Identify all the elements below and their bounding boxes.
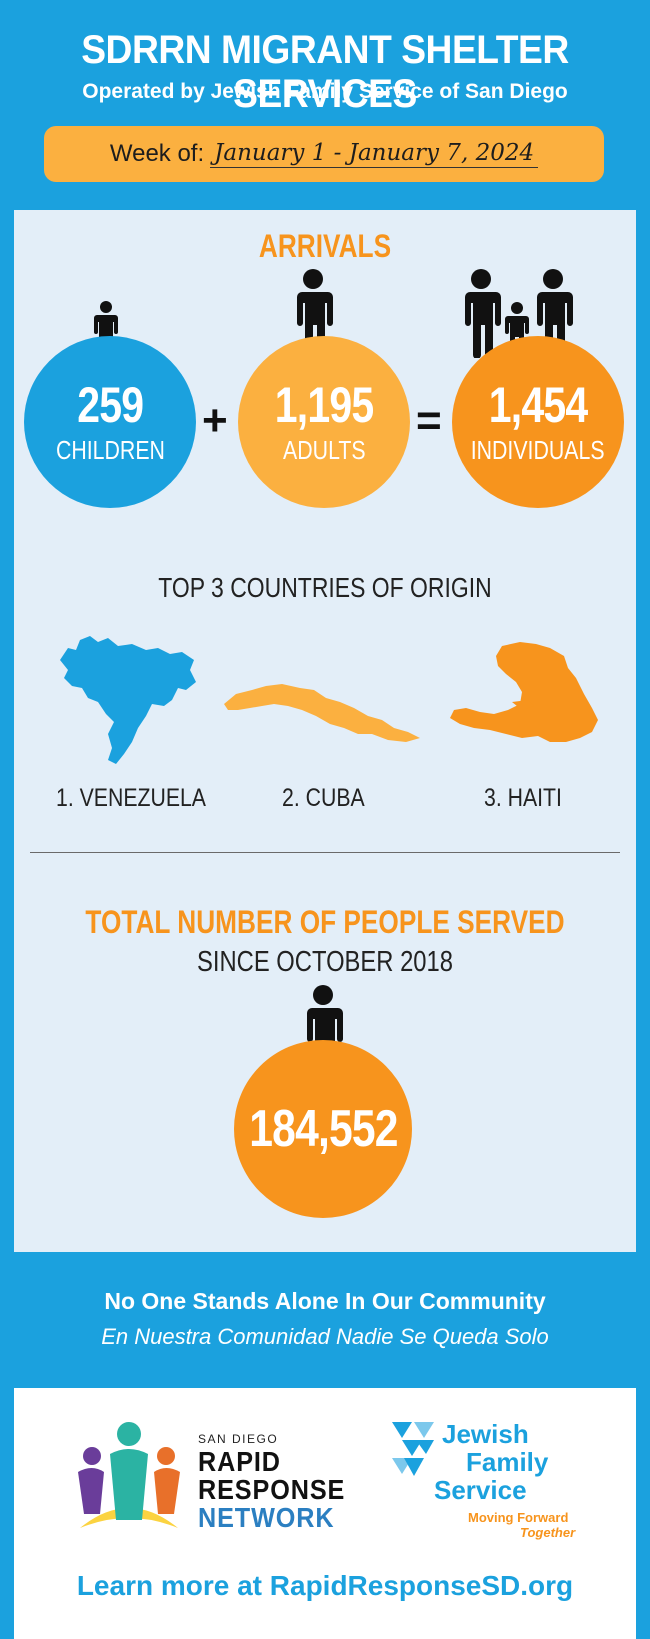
jfs-logo-line2: Family <box>466 1447 549 1477</box>
rrn-logo-line3: NETWORK <box>198 1502 335 1533</box>
total-title: TOTAL NUMBER OF PEOPLE SERVED <box>85 904 565 940</box>
rrn-logo-icon <box>78 1422 180 1528</box>
section-divider <box>30 852 620 853</box>
haiti-map <box>450 642 598 742</box>
individuals-circle: 1,454 INDIVIDUALS <box>452 336 624 508</box>
rrn-logo-small-text: SAN DIEGO <box>198 1432 279 1446</box>
country-label-venezuela: 1. VENEZUELA <box>56 784 206 812</box>
week-label: Week of: <box>109 140 205 167</box>
since-label: SINCE OCTOBER 2018 <box>197 946 453 978</box>
equals-sign: = <box>416 396 442 445</box>
page-title: SDRRN MIGRANT SHELTER SERVICES <box>81 28 569 116</box>
rrn-logo-line1: RAPID <box>198 1446 281 1477</box>
rrn-logo-line2: RESPONSE <box>198 1474 346 1505</box>
children-circle: 259 CHILDREN <box>24 336 196 508</box>
week-range: January 1 - January 7, 2024 <box>210 140 539 168</box>
country-label-cuba: 2. CUBA <box>282 784 365 812</box>
jfs-logo-line1: Jewish <box>442 1419 529 1449</box>
page-subtitle: Operated by Jewish Family Service of San… <box>82 80 568 103</box>
jfs-logo-line3: Service <box>434 1475 527 1505</box>
tagline-spanish: En Nuestra Comunidad Nadie Se Queda Solo <box>101 1324 549 1349</box>
learn-more-link[interactable]: Learn more at RapidResponseSD.org <box>76 1570 574 1601</box>
jfs-logo-icon <box>392 1422 434 1476</box>
adults-label: ADULTS <box>282 435 366 465</box>
cuba-map <box>224 684 420 742</box>
children-label: CHILDREN <box>55 435 165 465</box>
countries-title: TOP 3 COUNTRIES OF ORIGIN <box>158 572 492 603</box>
individuals-count: 1,454 <box>488 377 588 433</box>
jfs-tagline-2: Together <box>520 1525 576 1540</box>
country-label-haiti: 3. HAITI <box>484 784 562 812</box>
venezuela-map <box>60 636 196 764</box>
individuals-label: INDIVIDUALS <box>471 435 605 465</box>
total-count: 184,552 <box>248 1100 398 1158</box>
adults-circle: 1,195 ADULTS <box>238 336 410 508</box>
tagline-english: No One Stands Alone In Our Community <box>104 1288 546 1314</box>
jfs-tagline-1: Moving Forward <box>468 1510 569 1525</box>
week-banner: Week of: January 1 - January 7, 2024 <box>44 126 604 182</box>
arrivals-title: ARRIVALS <box>258 228 392 264</box>
adults-count: 1,195 <box>274 377 374 433</box>
total-circle: 184,552 <box>234 1040 412 1218</box>
plus-sign: + <box>202 396 228 445</box>
children-count: 259 <box>77 377 144 433</box>
